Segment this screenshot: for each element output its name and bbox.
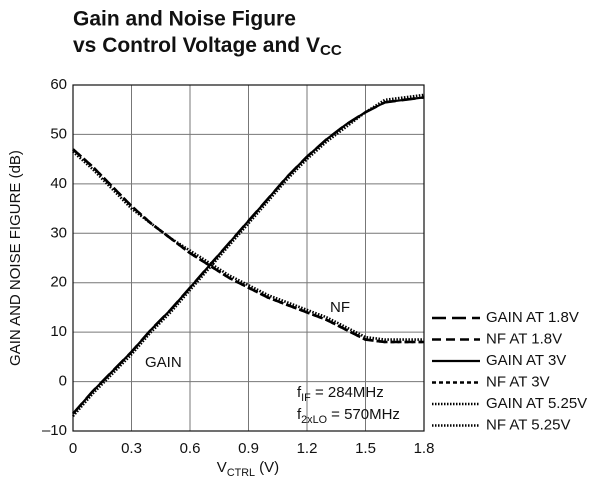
legend-label: GAIN AT 1.8V bbox=[486, 309, 579, 326]
y-tick-label: 0 bbox=[59, 373, 67, 390]
y-tick-label: 20 bbox=[50, 274, 67, 291]
plot-frame bbox=[72, 84, 425, 432]
annotation-rest: = 284MHz bbox=[311, 384, 384, 401]
y-tick-label: 30 bbox=[50, 224, 67, 241]
chart-subtitle-sub: CC bbox=[320, 42, 342, 59]
series-line bbox=[72, 148, 424, 344]
legend-label: GAIN AT 5.25V bbox=[486, 395, 587, 412]
series-line bbox=[72, 150, 424, 341]
y-tick-label: –10 bbox=[42, 422, 67, 439]
legend-label: NF AT 3V bbox=[486, 373, 550, 390]
x-axis-label-rest: (V) bbox=[255, 459, 279, 476]
annotation: fIF = 284MHz bbox=[297, 384, 384, 404]
annotation-rest: = 570MHz bbox=[327, 406, 400, 423]
y-axis-label: GAIN AND NOISE FIGURE (dB) bbox=[7, 150, 24, 366]
x-axis-label-sub: CTRL bbox=[227, 467, 255, 479]
x-tick-label: 1.5 bbox=[355, 440, 376, 457]
annotation-sub: IF bbox=[301, 392, 311, 404]
y-tick-label: 10 bbox=[50, 323, 67, 340]
series-line bbox=[72, 93, 425, 418]
x-tick-label: 0.9 bbox=[238, 440, 259, 457]
y-tick-label: 60 bbox=[50, 76, 67, 93]
chart-subtitle: vs Control Voltage and VCC bbox=[73, 34, 342, 59]
legend-label: NF AT 5.25V bbox=[486, 416, 571, 433]
legend-label: NF AT 1.8V bbox=[486, 330, 562, 347]
annotation: f2xLO = 570MHz bbox=[297, 406, 400, 426]
y-tick-label: 40 bbox=[50, 175, 67, 192]
x-tick-label: 0.3 bbox=[121, 440, 142, 457]
x-axis-label-main: V bbox=[217, 459, 227, 476]
y-tick-label: 50 bbox=[50, 125, 67, 142]
x-tick-label: 1.2 bbox=[297, 440, 318, 457]
legend-label: GAIN AT 3V bbox=[486, 352, 566, 369]
x-tick-label: 1.8 bbox=[414, 440, 435, 457]
chart-title: Gain and Noise Figure bbox=[73, 8, 296, 31]
x-tick-label: 0.6 bbox=[180, 440, 201, 457]
x-axis-label: VCTRL (V) bbox=[217, 459, 279, 479]
x-tick-label: 0 bbox=[69, 440, 77, 457]
chart-subtitle-main: vs Control Voltage and V bbox=[73, 34, 320, 57]
annotation: NF bbox=[330, 299, 350, 316]
annotation-sub: 2xLO bbox=[301, 414, 327, 426]
annotation: GAIN bbox=[145, 354, 182, 371]
annotation-main: f bbox=[297, 406, 302, 423]
annotation-main: f bbox=[297, 384, 302, 401]
series-line bbox=[72, 96, 425, 415]
